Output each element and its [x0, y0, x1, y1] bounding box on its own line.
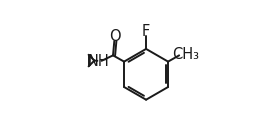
Text: NH: NH — [87, 54, 109, 69]
Text: O: O — [109, 29, 121, 44]
Text: CH₃: CH₃ — [172, 47, 199, 62]
Text: F: F — [142, 24, 150, 39]
